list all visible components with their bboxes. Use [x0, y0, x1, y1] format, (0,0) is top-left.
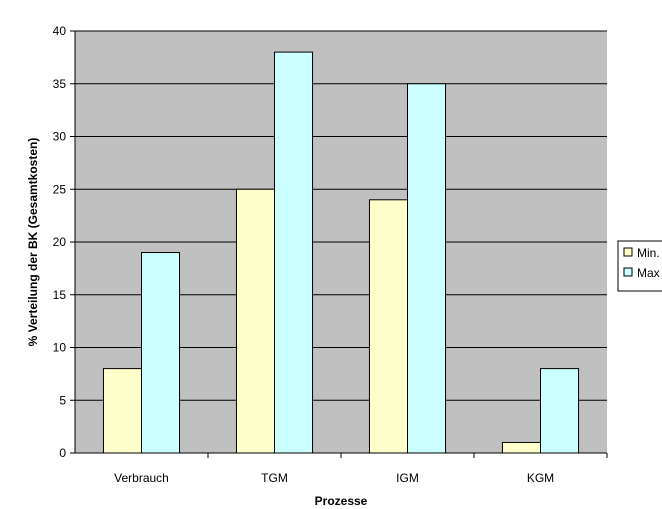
x-tick-label: IGM [396, 471, 419, 485]
y-tick-label: 5 [59, 393, 66, 407]
legend-swatch-max [623, 267, 633, 277]
y-tick-label: 40 [53, 24, 67, 38]
x-tick-label: KGM [527, 471, 554, 485]
y-tick-label: 35 [53, 77, 67, 91]
legend-label-max: Max [637, 266, 660, 280]
bar-verbrauch-max [141, 252, 181, 454]
y-tick-label: 25 [53, 182, 67, 196]
bar-igm-min [368, 199, 409, 454]
y-tick-label: 15 [53, 288, 67, 302]
y-tick-labels: 0 5 10 15 20 25 30 35 40 [53, 24, 67, 460]
x-tick-label: Verbrauch [114, 471, 169, 485]
y-tick-label: 0 [59, 446, 66, 460]
x-tick-labels: Verbrauch TGM IGM KGM [114, 471, 554, 485]
bar-tgm-max [274, 51, 314, 454]
y-tick-label: 10 [53, 341, 67, 355]
bar-kgm-min [501, 441, 542, 454]
y-axis-title: % Verteilung der BK (Gesamtkosten) [26, 138, 40, 347]
y-tick-label: 30 [53, 130, 67, 144]
legend: Min. Max [617, 240, 662, 292]
legend-label-min: Min. [637, 246, 660, 260]
bars [102, 51, 580, 454]
legend-swatch-min [623, 247, 633, 257]
bar-kgm-max [540, 368, 580, 454]
bar-verbrauch-min [102, 368, 142, 454]
x-tick-label: TGM [261, 471, 288, 485]
y-tick-label: 20 [53, 235, 67, 249]
x-axis-title: Prozesse [315, 494, 368, 508]
bar-igm-max [407, 83, 447, 454]
axes [70, 30, 608, 458]
bar-tgm-min [235, 188, 276, 454]
